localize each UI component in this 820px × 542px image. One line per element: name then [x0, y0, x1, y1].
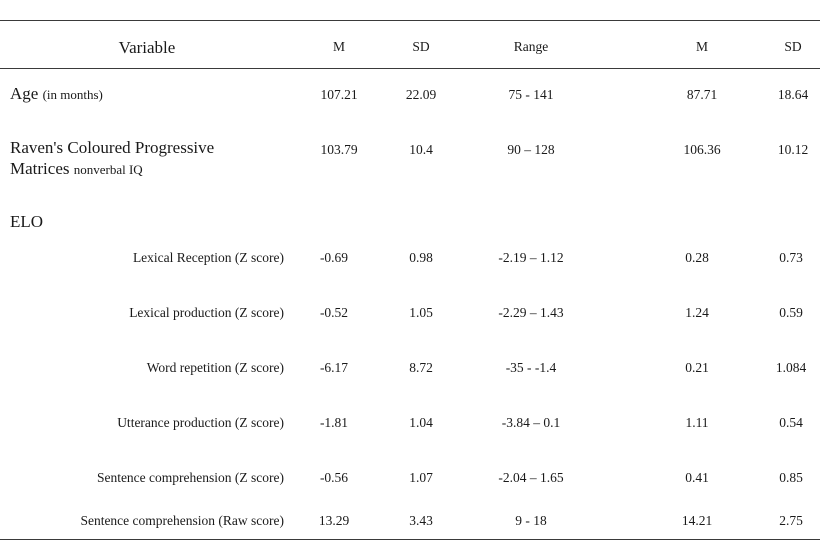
row-label-utterance-production: Utterance production (Z score) — [117, 415, 284, 430]
cell-word-repetition-m1: -6.17 — [319, 360, 349, 375]
row-label-raven-line1: Raven's Coloured Progressive — [10, 138, 215, 157]
cell-utterance-production-m2: 1.11 — [685, 415, 709, 430]
cell-age-m2: 87.71 — [686, 87, 718, 102]
table-top-rule — [0, 20, 820, 21]
header-range: Range — [513, 39, 549, 54]
cell-word-repetition-m2: 0.21 — [685, 360, 709, 375]
row-label-lexical-production: Lexical production (Z score) — [129, 305, 284, 320]
cell-sentence-comprehension-z-range: -2.04 – 1.65 — [498, 470, 564, 485]
row-label-raven-note: nonverbal IQ — [73, 162, 143, 177]
cell-lexical-reception-m1: -0.69 — [319, 250, 349, 265]
row-label-raven-line2: Matrices nonverbal IQ — [10, 160, 143, 177]
row-label-age: Age (in months) — [10, 85, 103, 102]
row-label-sentence-comprehension-raw: Sentence comprehension (Raw score) — [80, 513, 284, 528]
cell-sentence-comprehension-raw-m1: 13.29 — [318, 513, 350, 528]
header-m-1: M — [332, 39, 346, 54]
cell-word-repetition-sd1: 8.72 — [409, 360, 433, 375]
cell-sentence-comprehension-z-m2: 0.41 — [685, 470, 709, 485]
cell-raven-m2: 106.36 — [683, 142, 721, 157]
cell-utterance-production-sd2: 0.54 — [779, 415, 803, 430]
cell-word-repetition-range: -35 - -1.4 — [505, 360, 557, 375]
row-label-age-text: Age — [10, 84, 39, 103]
cell-lexical-production-m1: -0.52 — [319, 305, 349, 320]
cell-utterance-production-sd1: 1.04 — [409, 415, 433, 430]
section-heading-elo: ELO — [10, 212, 44, 231]
cell-raven-m1: 103.79 — [320, 142, 358, 157]
cell-lexical-reception-range: -2.19 – 1.12 — [498, 250, 564, 265]
cell-lexical-production-range: -2.29 – 1.43 — [498, 305, 564, 320]
row-label-raven-line2-text: Matrices — [10, 159, 70, 178]
table-bottom-rule — [0, 539, 820, 540]
cell-sentence-comprehension-z-sd2: 0.85 — [779, 470, 803, 485]
cell-raven-sd2: 10.12 — [777, 142, 809, 157]
cell-lexical-production-m2: 1.24 — [685, 305, 709, 320]
cell-lexical-production-sd2: 0.59 — [779, 305, 803, 320]
row-label-age-note: (in months) — [42, 87, 103, 102]
header-sd-2: SD — [784, 39, 802, 54]
header-variable: Variable — [118, 38, 176, 57]
cell-sentence-comprehension-raw-m2: 14.21 — [681, 513, 713, 528]
header-bottom-rule — [0, 68, 820, 69]
cell-utterance-production-m1: -1.81 — [319, 415, 349, 430]
cell-age-range: 75 - 141 — [508, 87, 554, 102]
cell-lexical-reception-sd2: 0.73 — [779, 250, 803, 265]
cell-lexical-reception-sd1: 0.98 — [409, 250, 433, 265]
cell-raven-range: 90 – 128 — [507, 142, 555, 157]
cell-age-m1: 107.21 — [320, 87, 358, 102]
header-m-2: M — [695, 39, 709, 54]
cell-sentence-comprehension-raw-range: 9 - 18 — [515, 513, 547, 528]
row-label-lexical-reception: Lexical Reception (Z score) — [132, 250, 284, 265]
cell-raven-sd1: 10.4 — [409, 142, 433, 157]
cell-sentence-comprehension-z-m1: -0.56 — [319, 470, 349, 485]
cell-utterance-production-range: -3.84 – 0.1 — [501, 415, 561, 430]
cell-age-sd1: 22.09 — [405, 87, 437, 102]
row-label-sentence-comprehension-z: Sentence comprehension (Z score) — [96, 470, 284, 485]
cell-age-sd2: 18.64 — [777, 87, 809, 102]
cell-sentence-comprehension-raw-sd2: 2.75 — [779, 513, 803, 528]
cell-word-repetition-sd2: 1.084 — [775, 360, 807, 375]
cell-lexical-production-sd1: 1.05 — [409, 305, 433, 320]
cell-sentence-comprehension-raw-sd1: 3.43 — [409, 513, 433, 528]
cell-lexical-reception-m2: 0.28 — [685, 250, 709, 265]
row-label-word-repetition: Word repetition (Z score) — [146, 360, 284, 375]
cell-sentence-comprehension-z-sd1: 1.07 — [409, 470, 433, 485]
header-sd-1: SD — [412, 39, 430, 54]
